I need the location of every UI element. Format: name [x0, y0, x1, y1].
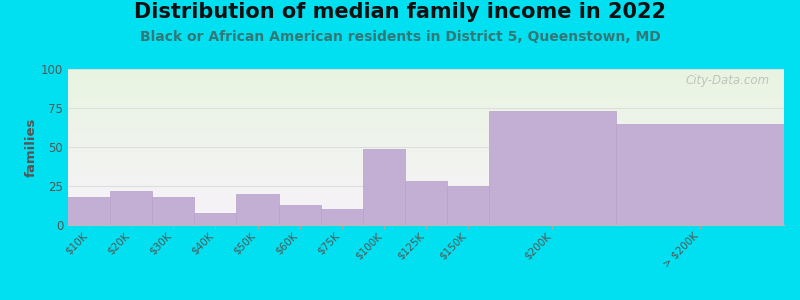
Bar: [405, 181, 447, 225]
Text: Distribution of median family income in 2022: Distribution of median family income in …: [134, 2, 666, 22]
Text: City-Data.com: City-Data.com: [686, 74, 770, 87]
Y-axis label: families: families: [25, 117, 38, 177]
Bar: [237, 194, 278, 225]
Bar: [447, 186, 489, 225]
Bar: [363, 148, 405, 225]
Bar: [615, 124, 784, 225]
Bar: [110, 191, 152, 225]
Bar: [278, 205, 321, 225]
Text: Black or African American residents in District 5, Queenstown, MD: Black or African American residents in D…: [140, 30, 660, 44]
Bar: [68, 197, 110, 225]
Bar: [321, 209, 363, 225]
Bar: [194, 212, 237, 225]
Bar: [152, 197, 194, 225]
Bar: [489, 111, 615, 225]
